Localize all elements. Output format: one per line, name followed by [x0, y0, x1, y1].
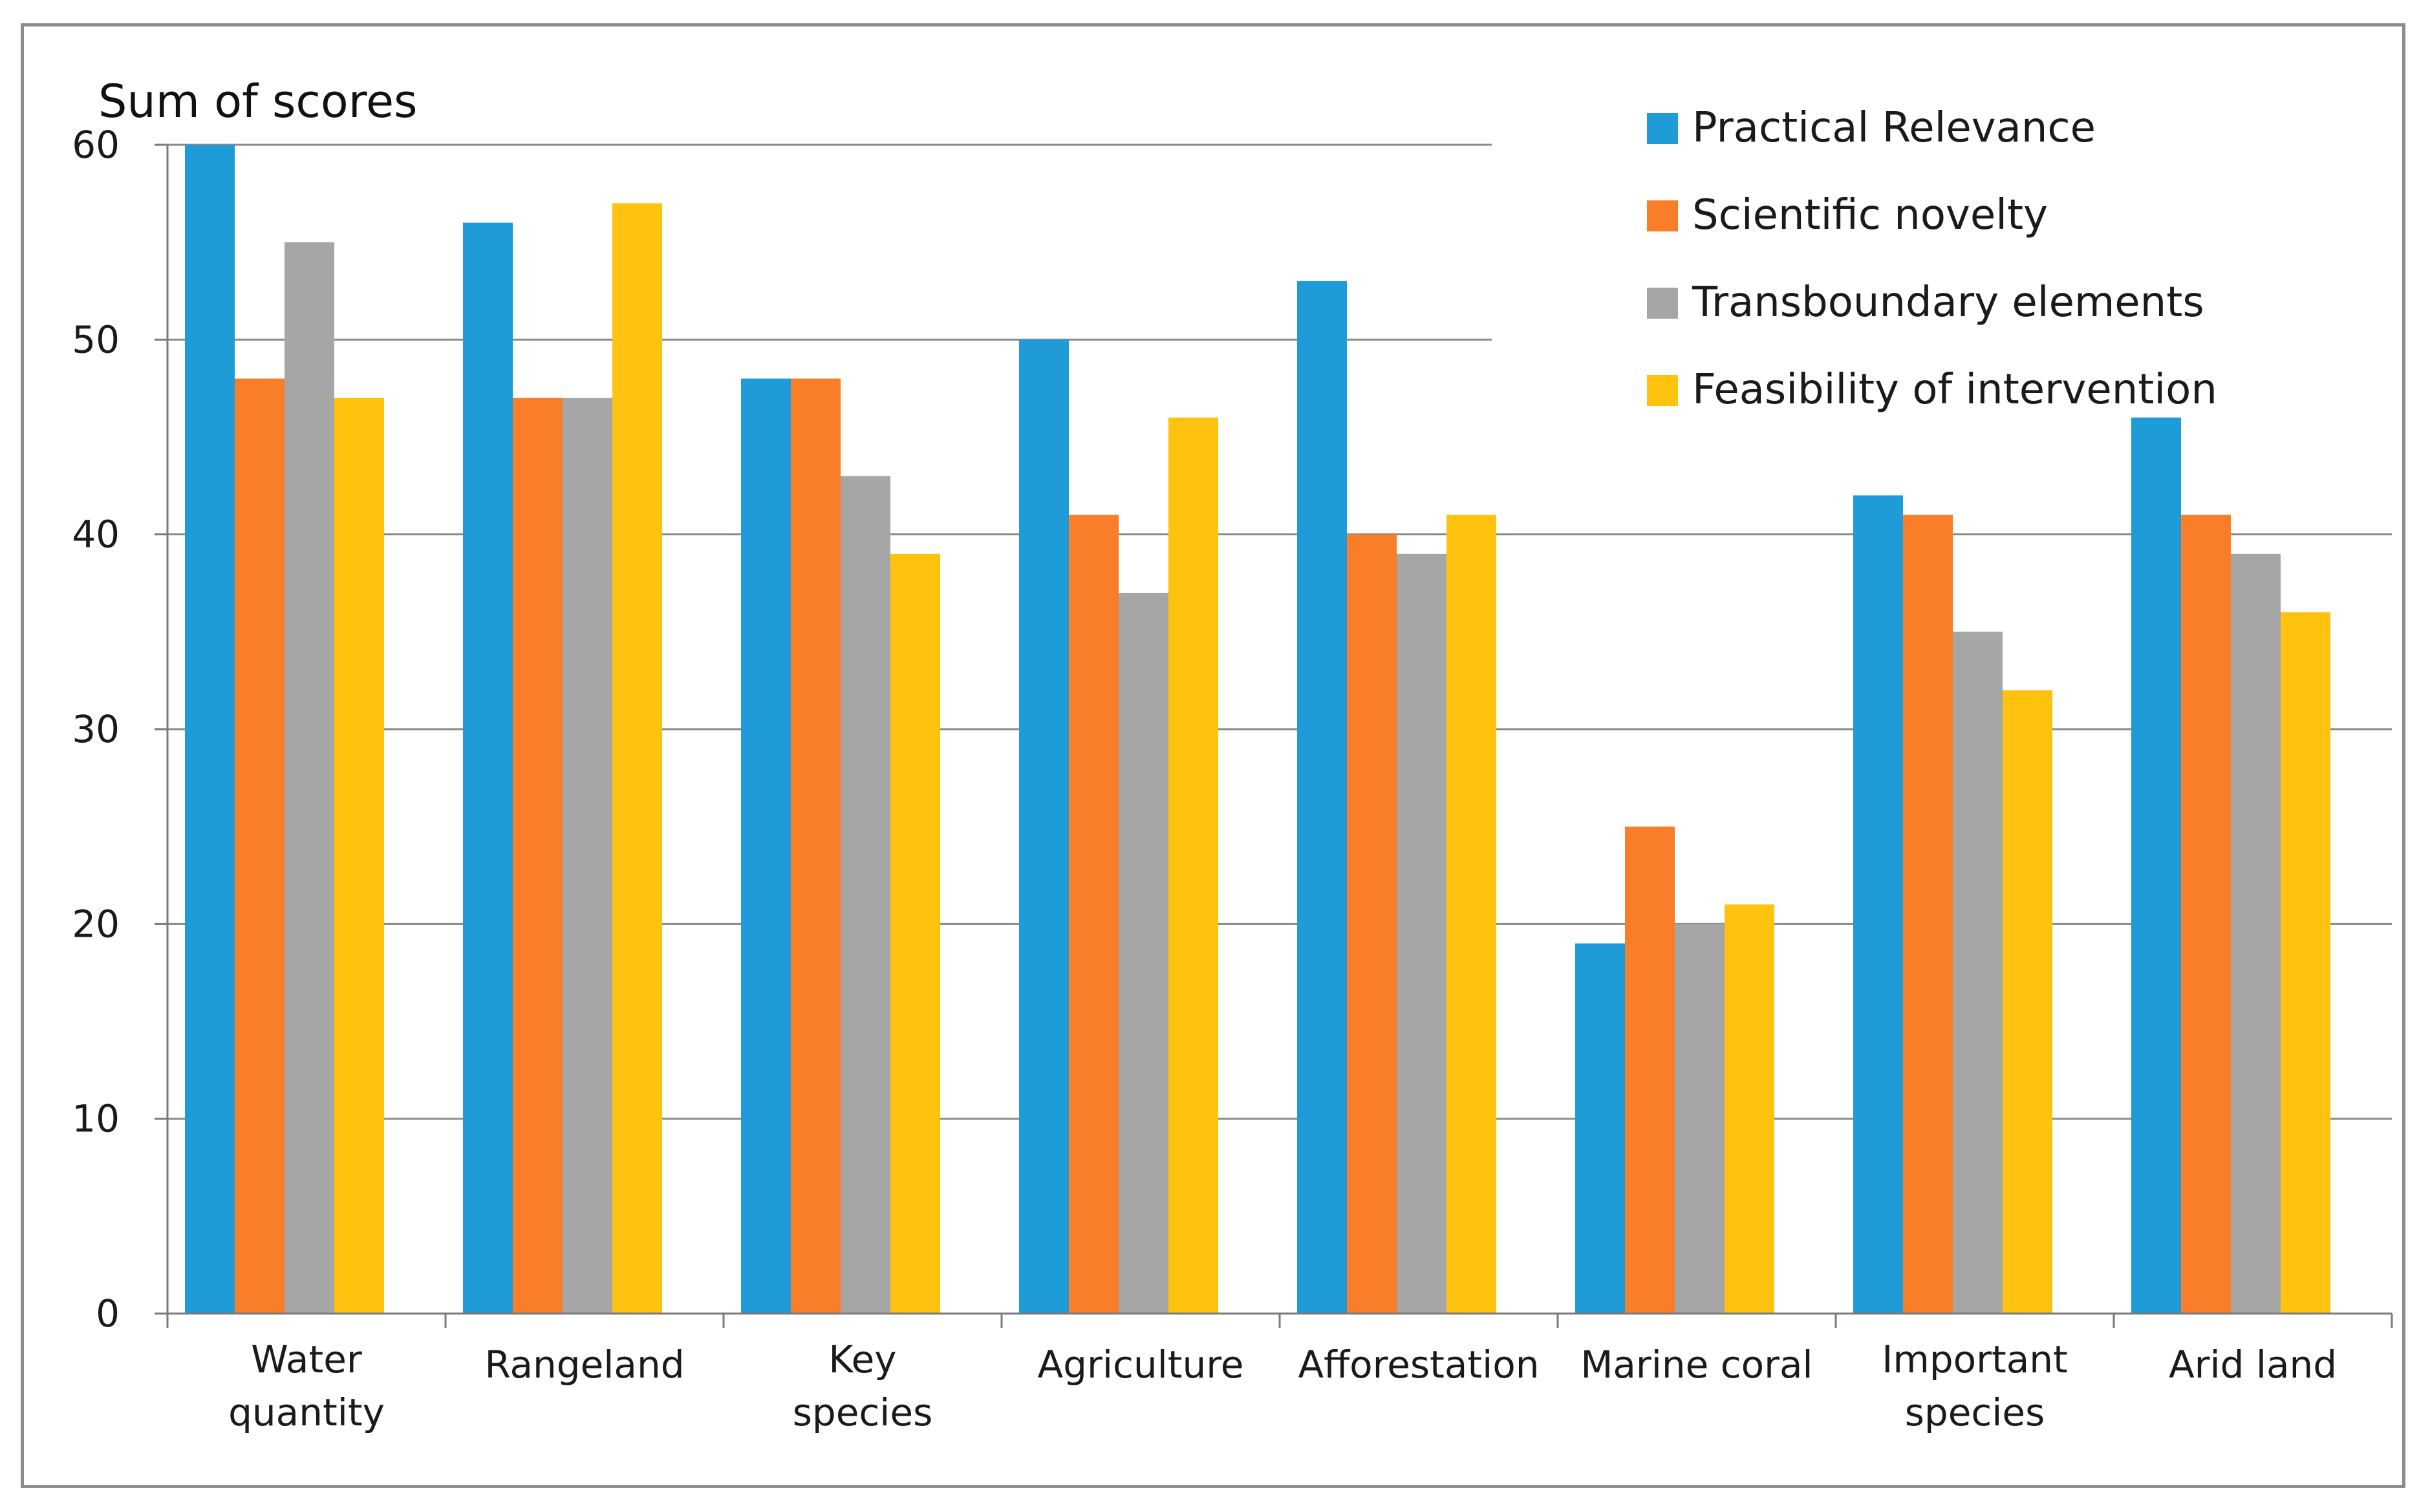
legend-label-3: Feasibility of intervention [1692, 366, 2217, 414]
bar-practical-relevance-0 [185, 145, 235, 1314]
bar-practical-relevance-3 [1019, 339, 1069, 1314]
y-tick-label-0: 0 [96, 1292, 120, 1336]
legend-swatch-0 [1647, 113, 1678, 144]
bar-practical-relevance-6 [1853, 495, 1903, 1314]
bar-practical-relevance-1 [463, 222, 513, 1314]
bar-scientific-novelty-3 [1069, 515, 1119, 1314]
bar-scientific-novelty-6 [1903, 515, 1953, 1314]
x-tick-label-0: Water quantity [228, 1337, 385, 1434]
bar-transboundary-elements-2 [841, 476, 890, 1314]
y-tick-label-50: 50 [72, 317, 120, 361]
y-tick-label-10: 10 [72, 1097, 120, 1141]
legend-label-2: Transboundary elements [1692, 279, 2204, 326]
x-tick-labels: Water quantity Rangeland Key species Agricult… [228, 1337, 2337, 1434]
legend-label-1: Scientific novelty [1692, 191, 2048, 239]
legend-swatch-1 [1647, 200, 1678, 231]
x-tick-label-5: Marine coral [1580, 1343, 1812, 1387]
bar-transboundary-elements-5 [1675, 924, 1725, 1314]
y-tick-label-60: 60 [72, 123, 120, 167]
bar-scientific-novelty-0 [235, 378, 285, 1314]
bar-practical-relevance-5 [1575, 943, 1625, 1314]
bar-scientific-novelty-4 [1347, 534, 1397, 1314]
x-tick-label-6: Important species [1882, 1337, 2068, 1434]
bar-scientific-novelty-7 [2181, 515, 2231, 1314]
bar-scientific-novelty-1 [513, 398, 563, 1314]
x-tick-label-2: Key species [793, 1337, 933, 1434]
y-tick-label-20: 20 [72, 902, 120, 946]
bar-feasibility-of-intervention-4 [1446, 515, 1496, 1314]
bar-transboundary-elements-7 [2231, 553, 2281, 1314]
bar-practical-relevance-7 [2131, 417, 2181, 1314]
bar-feasibility-of-intervention-2 [890, 553, 940, 1314]
bar-transboundary-elements-1 [563, 398, 612, 1314]
bar-practical-relevance-4 [1297, 281, 1347, 1314]
legend-swatch-2 [1647, 288, 1678, 319]
bar-chart: 0 10 20 30 40 50 60 Water quantity Rangeland Key s… [72, 75, 2393, 1434]
bar-feasibility-of-intervention-0 [334, 398, 384, 1314]
y-tick-labels: 0 10 20 30 40 50 60 [72, 123, 120, 1336]
x-tick-label-4: Afforestation [1298, 1343, 1540, 1387]
bar-feasibility-of-intervention-6 [2003, 690, 2052, 1314]
y-tick-label-30: 30 [72, 707, 120, 751]
bars [185, 145, 2330, 1314]
bar-transboundary-elements-3 [1119, 593, 1168, 1314]
x-tick-label-7: Arid land [2169, 1343, 2337, 1387]
x-tick-label-3: Agriculture [1038, 1343, 1244, 1387]
chart-frame: 0 10 20 30 40 50 60 Water quantity Rangeland Key s… [21, 23, 2405, 1488]
axes [155, 144, 2393, 1328]
legend-label-0: Practical Relevance [1692, 104, 2096, 152]
bar-practical-relevance-2 [741, 378, 791, 1314]
bar-transboundary-elements-0 [285, 242, 334, 1314]
bar-feasibility-of-intervention-3 [1168, 417, 1218, 1314]
y-tick-label-40: 40 [72, 513, 120, 557]
bar-feasibility-of-intervention-5 [1725, 904, 1774, 1314]
bar-transboundary-elements-6 [1953, 632, 2003, 1314]
bar-scientific-novelty-2 [791, 378, 841, 1314]
x-tick-label-1: Rangeland [484, 1343, 684, 1387]
bar-feasibility-of-intervention-1 [612, 203, 662, 1314]
legend-swatch-3 [1647, 375, 1678, 406]
bar-scientific-novelty-5 [1625, 826, 1675, 1314]
legend: Practical Relevance Scientific novelty Tra… [1647, 104, 2217, 414]
y-axis-label: Sum of scores [98, 75, 418, 128]
bar-feasibility-of-intervention-7 [2281, 612, 2330, 1314]
bar-transboundary-elements-4 [1397, 553, 1446, 1314]
